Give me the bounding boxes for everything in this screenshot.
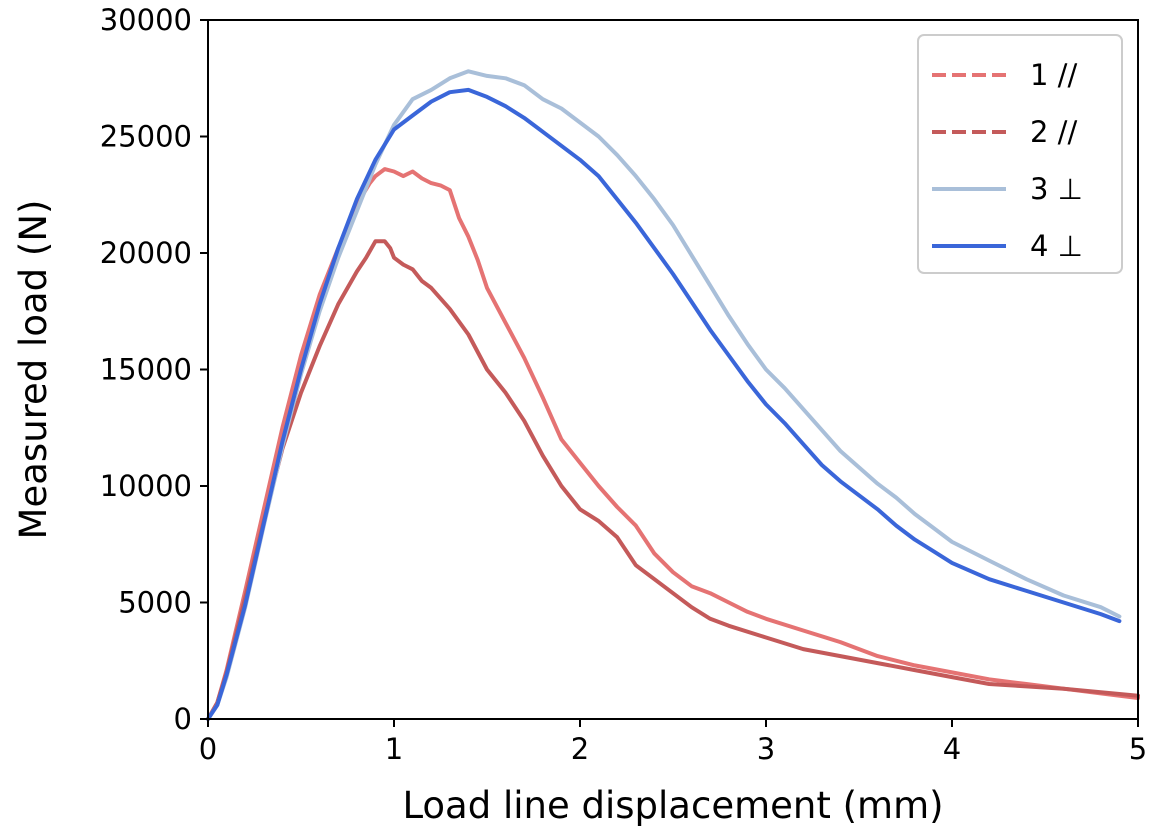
legend-label-4: 4 ⊥ (1030, 229, 1083, 263)
x-tick-label: 5 (1129, 732, 1147, 766)
series-line-3 (206, 69, 1122, 721)
legend-box (917, 34, 1123, 274)
legend-label-1: 1 // (1030, 58, 1077, 92)
x-axis-ticks: 0 1 2 3 4 5 (199, 719, 1147, 766)
y-tick-label: 25000 (100, 120, 192, 154)
x-tick-label: 3 (757, 732, 775, 766)
x-tick-label: 0 (199, 732, 217, 766)
x-tick-label: 2 (571, 732, 589, 766)
series-line-2 (206, 239, 1140, 721)
y-tick-label: 0 (174, 702, 192, 736)
legend: 1 // 2 // 3 ⊥ 4 ⊥ (917, 34, 1123, 274)
y-tick-label: 20000 (100, 236, 192, 270)
y-tick-label: 10000 (100, 469, 192, 503)
x-tick-label: 1 (385, 732, 403, 766)
x-axis-label: Load line displacement (mm) (402, 784, 943, 827)
x-tick-label: 4 (943, 732, 961, 766)
y-tick-label: 5000 (118, 586, 192, 620)
y-axis-label: Measured load (N) (12, 200, 55, 540)
y-axis-ticks: 0 5000 10000 15000 20000 25000 30000 (100, 3, 208, 736)
legend-label-2: 2 // (1030, 115, 1077, 149)
series-line-4 (206, 87, 1122, 721)
plot-lines (206, 69, 1140, 721)
y-tick-label: 30000 (100, 3, 192, 37)
legend-label-3: 3 ⊥ (1030, 172, 1083, 206)
y-tick-label: 15000 (100, 353, 192, 387)
